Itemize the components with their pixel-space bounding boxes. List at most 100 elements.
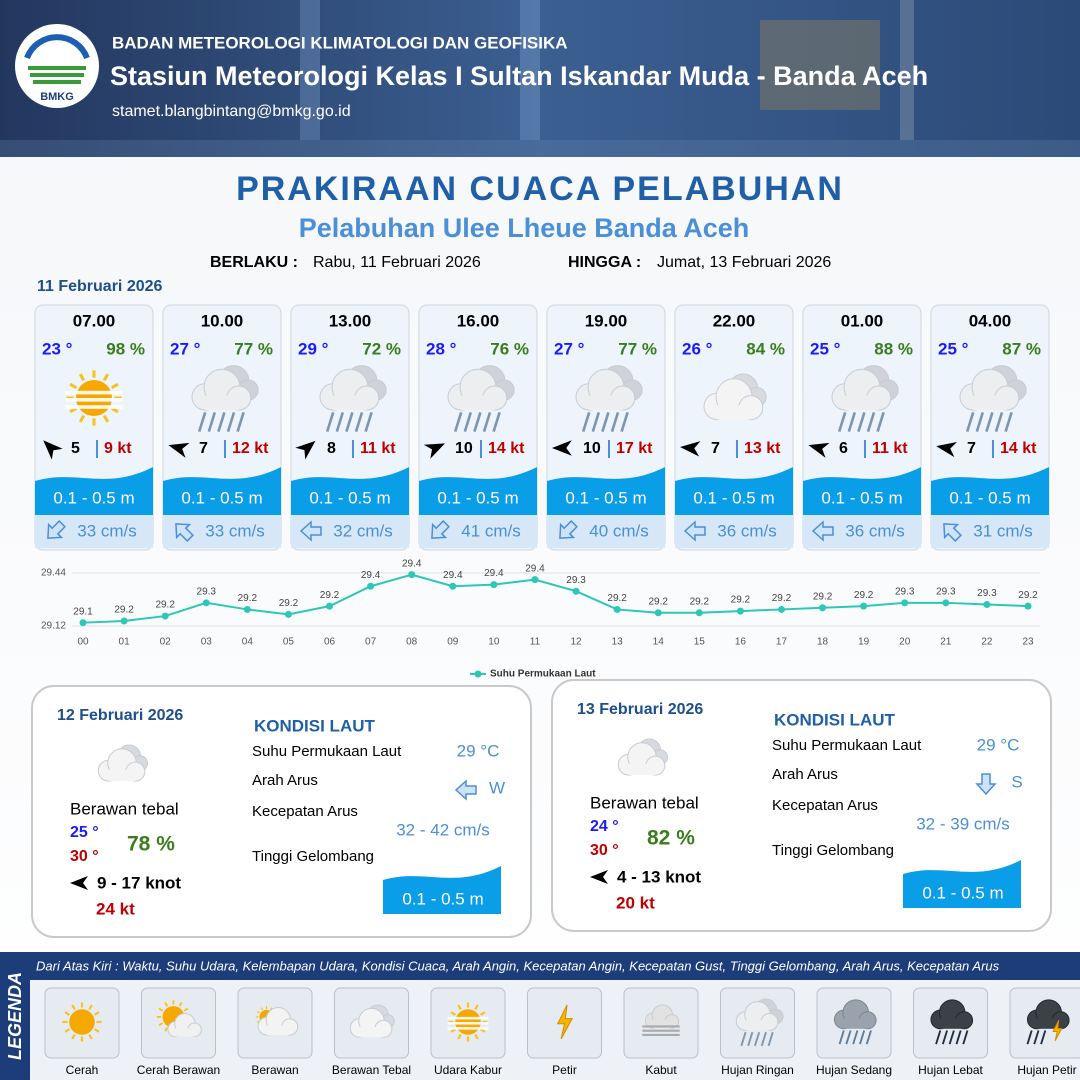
legend-item: Hujan Lebat <box>918 1063 983 1077</box>
sun <box>69 1009 95 1035</box>
sea-label: Arah Arus <box>772 766 838 783</box>
from-label: BERLAKU : <box>210 254 298 271</box>
rain <box>847 412 857 432</box>
gust: 11 kt <box>872 440 908 457</box>
sst-point <box>654 609 662 617</box>
day1-date: 11 Februari 2026 <box>37 278 163 295</box>
sst-point <box>243 605 251 613</box>
time: 10.00 <box>201 311 244 330</box>
gust: 14 kt <box>1000 440 1037 457</box>
rain <box>866 412 876 432</box>
sun-ray <box>71 1004 76 1011</box>
sst-point <box>202 599 210 607</box>
sun-ray <box>88 1033 93 1040</box>
humidity: 84 % <box>746 339 785 358</box>
current-arrow <box>811 520 834 542</box>
cloud-part <box>628 763 656 776</box>
wind-speed: 7 <box>199 440 208 457</box>
x-tick-label: 18 <box>817 637 829 648</box>
x-tick-label: 08 <box>406 637 418 648</box>
wind-arrow <box>680 441 701 457</box>
weather-icon <box>833 999 877 1045</box>
value-label: 29.3 <box>566 575 586 586</box>
sea-label: Arah Arus <box>252 772 318 789</box>
cloud-part <box>461 395 495 410</box>
cloud-part <box>845 395 879 410</box>
temp-min: 24 ° <box>590 818 619 835</box>
time: 04.00 <box>969 311 1012 330</box>
bolt <box>556 1004 573 1040</box>
sea-label: Kecepatan Arus <box>772 797 878 814</box>
gust: 14 kt <box>488 440 525 457</box>
humidity: 77 % <box>618 339 657 358</box>
wave-height: 0.1 - 0.5 m <box>309 488 390 507</box>
sun-ray <box>178 1002 183 1007</box>
current-speed: 32 - 42 cm/s <box>396 820 490 839</box>
rain <box>453 412 463 432</box>
sun-ray <box>260 1007 264 1011</box>
current-arrow <box>454 779 477 801</box>
x-tick-label: 05 <box>283 637 295 648</box>
humidity: 78 % <box>127 833 175 856</box>
heading: KONDISI LAUT <box>774 710 896 729</box>
wind-range: 9 - 17 knot <box>97 873 181 892</box>
current-speed: 40 cm/s <box>589 521 649 540</box>
time: 01.00 <box>841 311 884 330</box>
sst-point <box>572 587 580 595</box>
wind-speed: 6 <box>839 440 848 457</box>
current-dir: W <box>489 778 505 797</box>
weather-icon <box>97 744 148 782</box>
rain <box>492 412 501 432</box>
rain <box>760 1031 767 1047</box>
weather-icon <box>735 998 784 1047</box>
temperature: 28 ° <box>426 339 457 358</box>
logo-arc <box>24 34 90 60</box>
haze-line <box>65 390 123 395</box>
rain <box>482 412 492 432</box>
x-tick-label: 15 <box>694 637 706 648</box>
x-tick-label: 13 <box>612 637 624 648</box>
current-speed: 32 - 39 cm/s <box>916 814 1010 833</box>
rain <box>948 1030 955 1045</box>
x-tick-label: 02 <box>160 637 172 648</box>
cloud-part <box>205 395 239 410</box>
header-decor <box>0 0 1080 157</box>
rain <box>845 1030 852 1045</box>
x-tick-label: 23 <box>1022 637 1034 648</box>
haze-line <box>447 1027 489 1030</box>
sun-ray <box>457 1004 462 1011</box>
rain <box>876 412 885 432</box>
sun-ray <box>158 1022 164 1026</box>
x-tick-label: 10 <box>488 637 500 648</box>
rain <box>217 412 226 432</box>
sst-point <box>736 607 744 615</box>
temperature: 23 ° <box>42 339 73 358</box>
cloud-part <box>973 395 1007 410</box>
rain <box>1040 1030 1047 1045</box>
temp-max: 30 ° <box>590 842 619 859</box>
rain <box>1026 1030 1033 1045</box>
sea-label: Kecepatan Arus <box>252 803 358 820</box>
x-tick-label: 21 <box>940 637 952 648</box>
cloud-part <box>175 1028 195 1037</box>
haze-line <box>65 398 123 402</box>
time: 19.00 <box>585 311 628 330</box>
legend-item: Hujan Ringan <box>721 1063 794 1077</box>
rain <box>852 1030 859 1045</box>
rain <box>767 1031 774 1047</box>
legend-item: Petir <box>552 1063 577 1077</box>
x-tick-label: 17 <box>776 637 788 648</box>
wave-shape <box>419 467 537 515</box>
gust: 13 kt <box>744 440 781 457</box>
sea-label: Suhu Permukaan Laut <box>252 743 402 760</box>
x-tick-label: 12 <box>570 637 582 648</box>
rain <box>740 1031 747 1047</box>
value-label: 29.2 <box>731 595 751 606</box>
value-label: 29.2 <box>279 598 299 609</box>
current-arrow <box>431 520 450 539</box>
x-tick-label: 01 <box>119 637 131 648</box>
value-label: 29.3 <box>895 586 915 597</box>
x-tick-label: 06 <box>324 637 336 648</box>
current-arrow <box>559 520 578 539</box>
wave-shape <box>291 467 409 515</box>
